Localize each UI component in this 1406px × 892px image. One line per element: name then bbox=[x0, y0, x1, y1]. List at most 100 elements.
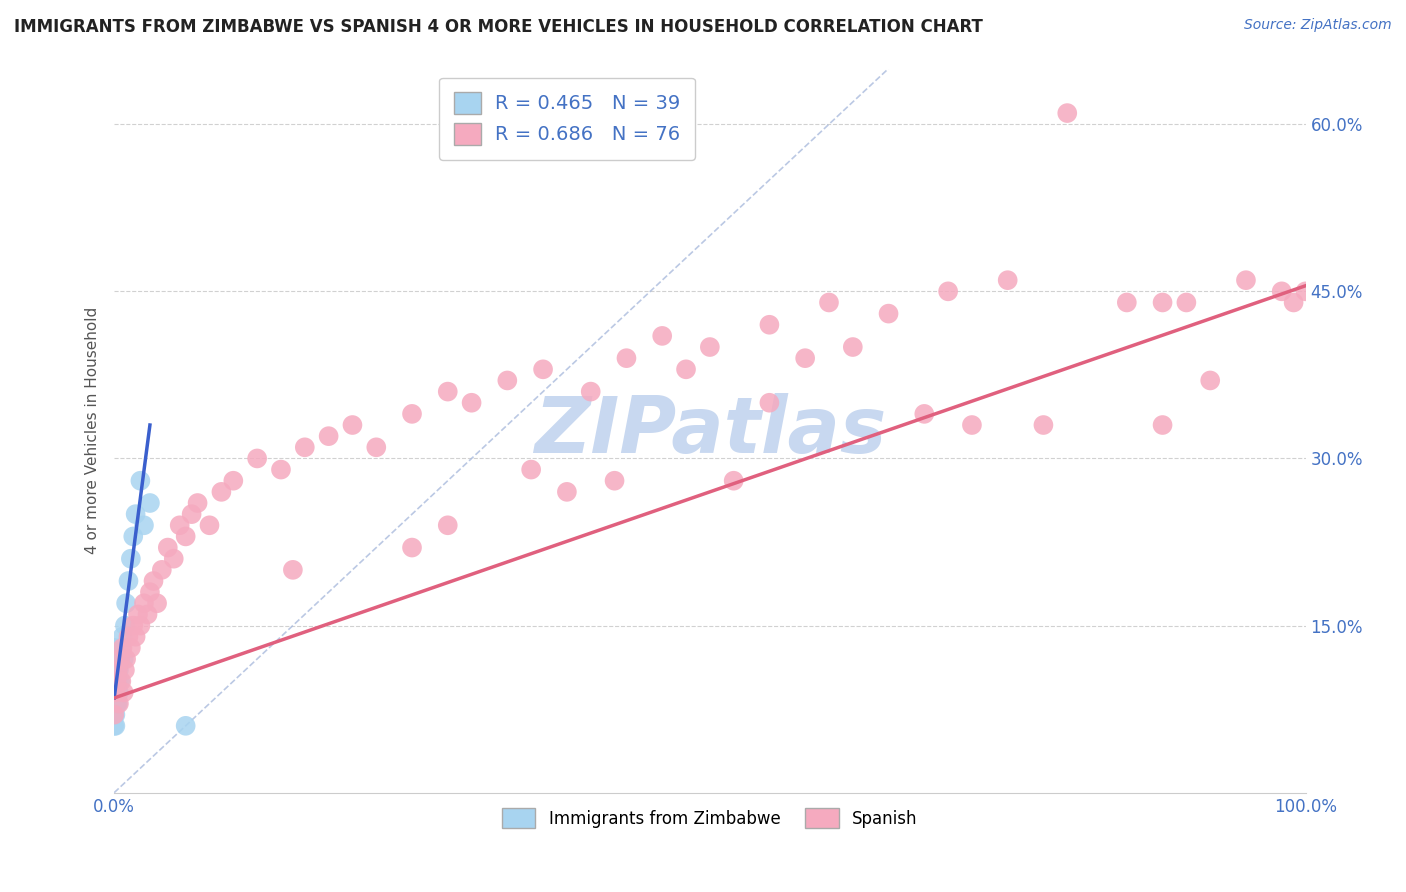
Point bbox=[246, 451, 269, 466]
Point bbox=[103, 697, 125, 711]
Point bbox=[105, 674, 128, 689]
Point bbox=[108, 685, 131, 699]
Point bbox=[115, 652, 138, 666]
Point bbox=[107, 674, 129, 689]
Point bbox=[132, 518, 155, 533]
Point bbox=[150, 563, 173, 577]
Point bbox=[103, 719, 125, 733]
Point bbox=[579, 384, 602, 399]
Point bbox=[1032, 417, 1054, 432]
Y-axis label: 4 or more Vehicles in Household: 4 or more Vehicles in Household bbox=[86, 307, 100, 554]
Point bbox=[222, 474, 245, 488]
Point bbox=[112, 685, 135, 699]
Point bbox=[108, 663, 131, 677]
Point bbox=[1234, 273, 1257, 287]
Point bbox=[104, 663, 127, 677]
Point bbox=[103, 707, 125, 722]
Point bbox=[103, 663, 125, 677]
Point bbox=[758, 318, 780, 332]
Point bbox=[699, 340, 721, 354]
Point bbox=[936, 285, 959, 299]
Point bbox=[111, 640, 134, 655]
Point bbox=[124, 507, 146, 521]
Point bbox=[436, 384, 458, 399]
Point bbox=[1282, 295, 1305, 310]
Point bbox=[120, 551, 142, 566]
Point bbox=[401, 541, 423, 555]
Point bbox=[1115, 295, 1137, 310]
Point bbox=[139, 496, 162, 510]
Point bbox=[124, 630, 146, 644]
Point bbox=[342, 417, 364, 432]
Point bbox=[818, 295, 841, 310]
Point bbox=[108, 652, 131, 666]
Point bbox=[103, 707, 125, 722]
Point bbox=[877, 307, 900, 321]
Point bbox=[174, 529, 197, 543]
Point bbox=[142, 574, 165, 588]
Point bbox=[104, 685, 127, 699]
Point bbox=[997, 273, 1019, 287]
Point bbox=[209, 484, 232, 499]
Point bbox=[616, 351, 638, 366]
Point bbox=[122, 529, 145, 543]
Point bbox=[531, 362, 554, 376]
Point bbox=[198, 518, 221, 533]
Point bbox=[107, 663, 129, 677]
Legend: Immigrants from Zimbabwe, Spanish: Immigrants from Zimbabwe, Spanish bbox=[495, 801, 924, 835]
Point bbox=[555, 484, 578, 499]
Point bbox=[117, 630, 139, 644]
Point bbox=[174, 719, 197, 733]
Point bbox=[520, 462, 543, 476]
Point bbox=[103, 674, 125, 689]
Point bbox=[112, 652, 135, 666]
Point bbox=[114, 663, 136, 677]
Text: ZIPatlas: ZIPatlas bbox=[534, 392, 886, 468]
Point bbox=[281, 563, 304, 577]
Point bbox=[1295, 285, 1317, 299]
Point bbox=[105, 663, 128, 677]
Point bbox=[117, 574, 139, 588]
Point bbox=[460, 395, 482, 409]
Point bbox=[1271, 285, 1294, 299]
Point bbox=[156, 541, 179, 555]
Point bbox=[1152, 295, 1174, 310]
Point bbox=[1152, 417, 1174, 432]
Point bbox=[104, 697, 127, 711]
Point bbox=[436, 518, 458, 533]
Point bbox=[912, 407, 935, 421]
Point bbox=[107, 685, 129, 699]
Point bbox=[122, 618, 145, 632]
Text: IMMIGRANTS FROM ZIMBABWE VS SPANISH 4 OR MORE VEHICLES IN HOUSEHOLD CORRELATION : IMMIGRANTS FROM ZIMBABWE VS SPANISH 4 OR… bbox=[14, 18, 983, 36]
Point bbox=[105, 674, 128, 689]
Point bbox=[169, 518, 191, 533]
Point bbox=[129, 618, 152, 632]
Point bbox=[163, 551, 186, 566]
Point bbox=[110, 674, 132, 689]
Point bbox=[105, 697, 128, 711]
Point bbox=[180, 507, 202, 521]
Point bbox=[294, 440, 316, 454]
Point bbox=[105, 685, 128, 699]
Point bbox=[675, 362, 697, 376]
Point bbox=[842, 340, 865, 354]
Point bbox=[110, 640, 132, 655]
Point bbox=[103, 685, 125, 699]
Point bbox=[104, 685, 127, 699]
Point bbox=[794, 351, 817, 366]
Text: Source: ZipAtlas.com: Source: ZipAtlas.com bbox=[1244, 18, 1392, 32]
Point bbox=[107, 697, 129, 711]
Point bbox=[111, 630, 134, 644]
Point bbox=[104, 719, 127, 733]
Point bbox=[1056, 106, 1078, 120]
Point bbox=[1199, 374, 1222, 388]
Point bbox=[104, 652, 127, 666]
Point bbox=[132, 596, 155, 610]
Point bbox=[366, 440, 388, 454]
Point bbox=[603, 474, 626, 488]
Point bbox=[127, 607, 149, 622]
Point bbox=[270, 462, 292, 476]
Point bbox=[723, 474, 745, 488]
Point bbox=[115, 596, 138, 610]
Point bbox=[146, 596, 169, 610]
